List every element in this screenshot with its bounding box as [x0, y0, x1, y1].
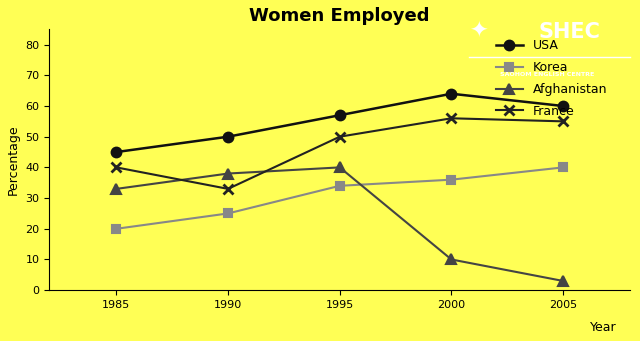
Korea [224, 211, 232, 216]
Text: SAOHOM ENGLISH CENTRE: SAOHOM ENGLISH CENTRE [500, 72, 595, 77]
Korea [447, 178, 455, 182]
France [336, 135, 344, 139]
Legend: USA, Korea, Afghanistan, France: USA, Korea, Afghanistan, France [491, 34, 612, 123]
Line: USA: USA [111, 89, 568, 157]
USA [559, 104, 567, 108]
Title: Women Employed: Women Employed [250, 7, 430, 25]
Afghanistan [559, 279, 567, 283]
Y-axis label: Percentage: Percentage [7, 124, 20, 195]
Afghanistan [336, 165, 344, 169]
France [447, 116, 455, 120]
Text: ✦: ✦ [469, 21, 488, 42]
Afghanistan [447, 257, 455, 262]
USA [224, 135, 232, 139]
Line: Korea: Korea [112, 163, 567, 233]
Line: Afghanistan: Afghanistan [111, 163, 568, 286]
USA [336, 113, 344, 117]
France [559, 119, 567, 123]
Korea [559, 165, 567, 169]
USA [113, 150, 120, 154]
Line: France: France [111, 114, 568, 194]
France [224, 187, 232, 191]
Text: Year: Year [590, 321, 616, 334]
USA [447, 92, 455, 96]
Text: SHEC: SHEC [538, 21, 600, 42]
Korea [113, 227, 120, 231]
Afghanistan [224, 172, 232, 176]
Afghanistan [113, 187, 120, 191]
Korea [336, 184, 344, 188]
France [113, 165, 120, 169]
